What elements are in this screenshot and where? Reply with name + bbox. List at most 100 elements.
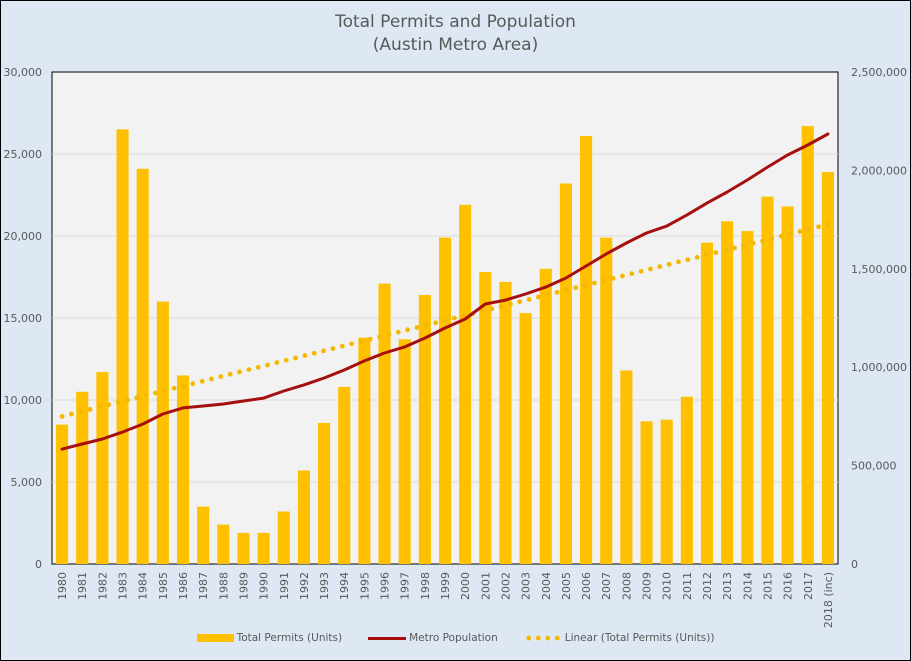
bar-1989 [237, 532, 250, 564]
x-axis-tick: 1982 [96, 572, 109, 600]
trendline-dot [489, 306, 495, 312]
trendline-dot [302, 353, 308, 358]
left-axis-tick: 15,000 [4, 312, 43, 325]
trendline-dot [171, 385, 177, 391]
trendline-dot [564, 287, 569, 293]
bar-2008 [620, 370, 633, 564]
x-axis-tick: 1999 [439, 572, 452, 600]
trendline-dot [610, 275, 616, 281]
legend-label-permits: Total Permits (Units) [236, 632, 343, 644]
x-axis-tick: 1985 [157, 572, 170, 600]
x-axis-tick: 2002 [499, 572, 512, 600]
bar-1993 [318, 422, 331, 564]
x-axis-tick: 2011 [681, 572, 694, 600]
trendline-dot [713, 250, 719, 256]
trendline-dot [451, 315, 457, 321]
bar-1992 [297, 470, 310, 564]
bar-1996 [378, 283, 391, 564]
trendline-dot [778, 233, 784, 239]
x-axis-tick: 1984 [137, 572, 150, 600]
x-axis-tick: 1997 [399, 572, 412, 600]
right-axis-tick: 2,500,000 [851, 66, 907, 79]
trendline-dot [704, 252, 709, 258]
trendline-dot [311, 350, 317, 356]
chart-title: Total Permits and Population (Austin Met… [0, 11, 911, 57]
trendline-dot [339, 343, 345, 349]
trendline-dot [797, 229, 803, 234]
trendline-dot [78, 409, 84, 415]
trendline-dot [218, 374, 224, 380]
trendline-dot [526, 297, 532, 302]
legend-label-trendline: Linear (Total Permits (Units)) [564, 632, 715, 644]
right-axis-tick: 0 [851, 558, 858, 571]
bar-1998 [418, 295, 431, 564]
trendline-dot [507, 301, 513, 307]
trendline-dot [143, 392, 149, 398]
trendline-dot [741, 243, 747, 248]
trendline-dot [153, 390, 158, 396]
trendline-dot [181, 383, 186, 389]
bar-1987 [197, 506, 210, 564]
bar-1997 [398, 339, 411, 564]
chart-title-main: Total Permits and Population [335, 12, 576, 32]
legend-item-trendline: Linear (Total Permits (Units)) [523, 632, 715, 644]
trendline-dot [685, 257, 691, 263]
legend-swatch-line [368, 636, 407, 640]
trendline-dot [227, 371, 233, 377]
right-axis-tick: 1,000,000 [851, 361, 907, 374]
trendline-dot [573, 285, 579, 291]
trendline-dot [517, 299, 523, 305]
legend-swatch-dots [523, 635, 562, 641]
trendline-dot [750, 240, 756, 246]
bar-2015 [761, 196, 774, 564]
trendline-dot [367, 336, 373, 342]
x-axis-tick: 1980 [56, 572, 69, 600]
legend: Total Permits (Units) Metro Population L… [0, 632, 911, 644]
trendline-dot [386, 332, 392, 337]
trendline-dot [134, 395, 140, 401]
bar-2000 [459, 204, 472, 564]
trendline-dot [554, 289, 560, 295]
right-axis-ticks: 0 500,000 1,000,000 1,500,000 2,000,000 2,500… [851, 66, 907, 571]
bar-2013 [721, 221, 734, 565]
bar-1994 [338, 386, 351, 564]
bar-1985 [156, 301, 169, 564]
bar-1986 [176, 375, 190, 564]
trendline-dot [769, 236, 775, 241]
trendline-dot [199, 378, 205, 384]
right-axis-tick: 1,500,000 [851, 263, 907, 276]
x-axis-tick: 1992 [298, 572, 311, 600]
x-axis-tick: 1989 [237, 572, 250, 600]
trendline-dot [601, 278, 607, 284]
trendline-dot [69, 411, 74, 417]
x-axis-tick: 1998 [419, 572, 432, 600]
trendline-dot [788, 231, 793, 237]
left-axis-tick: 30,000 [4, 66, 43, 79]
bar-1980 [56, 424, 69, 564]
x-axis-tick: 2013 [721, 572, 734, 600]
x-axis-tick: 1991 [278, 572, 291, 600]
population-series [60, 132, 830, 451]
left-axis-tick: 5,000 [11, 476, 43, 489]
bar-1981 [76, 391, 89, 564]
trendline-dot [648, 266, 653, 272]
bar-1991 [277, 511, 290, 564]
bar-2005 [559, 183, 572, 564]
population-line [60, 132, 830, 451]
bar-1983 [116, 129, 129, 564]
x-axis-tick: 1987 [197, 572, 210, 600]
trendline-dot [592, 280, 597, 286]
right-axis-tick: 500,000 [851, 460, 897, 473]
right-axis-tick: 2,000,000 [851, 164, 907, 177]
trendline-dot [535, 294, 541, 300]
x-axis-tick: 2015 [761, 572, 774, 600]
x-axis-tick: 2004 [540, 572, 553, 600]
bar-1990 [257, 532, 270, 564]
bar-2006 [580, 135, 593, 564]
trendline-dot [330, 346, 336, 351]
trendline-dot [498, 304, 504, 309]
trendline-dot [237, 369, 242, 375]
x-axis-tick: 1996 [379, 572, 392, 600]
trendline-dot [582, 282, 588, 288]
x-axis-tick: 2000 [459, 572, 472, 600]
